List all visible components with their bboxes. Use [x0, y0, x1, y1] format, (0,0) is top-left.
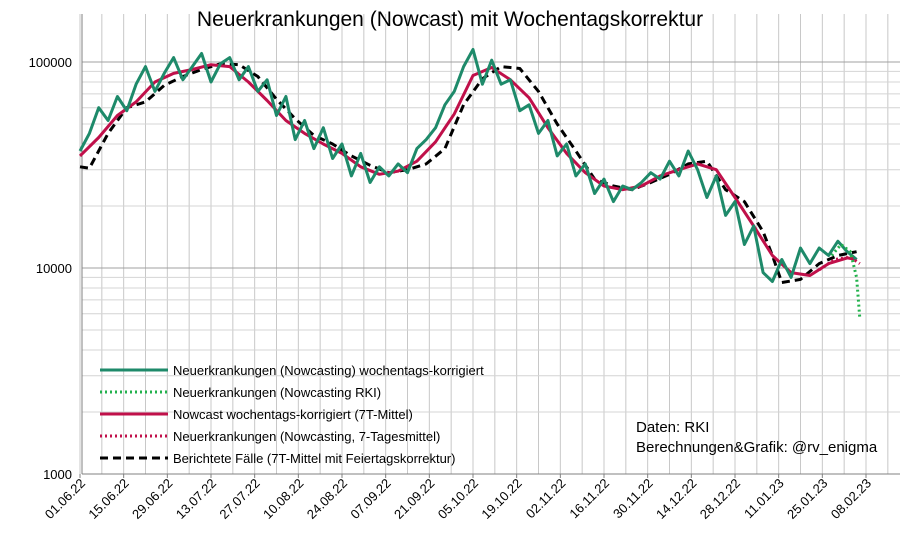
series-line-0	[78, 48, 858, 283]
legend-label: Berichtete Fälle (7T-Mittel mit Feiertag…	[173, 451, 455, 466]
x-tick-label: 29.06.22	[129, 476, 175, 522]
x-tick-label: 01.06.22	[42, 476, 88, 522]
x-tick-label: 16.11.22	[566, 476, 612, 522]
x-tick-label: 28.12.22	[697, 476, 743, 522]
legend-label: Neuerkrankungen (Nowcasting) wochentags-…	[173, 363, 484, 378]
x-tick-label: 24.08.22	[304, 476, 350, 522]
x-tick-label: 13.07.22	[173, 476, 219, 522]
credits-source: Daten: RKI	[636, 419, 710, 436]
x-tick-label: 27.07.22	[216, 476, 262, 522]
x-tick-label: 05.10.22	[435, 476, 481, 522]
x-tick-label: 14.12.22	[653, 476, 699, 522]
credits-author: Berechnungen&Grafik: @rv_enigma	[636, 439, 878, 456]
y-tick-label: 100000	[29, 55, 72, 70]
x-tick-label: 11.01.23	[741, 476, 787, 522]
x-tick-label: 15.06.22	[85, 476, 131, 522]
series-line-4	[79, 62, 857, 284]
x-tick-label: 08.02.23	[828, 476, 874, 522]
y-tick-label: 10000	[36, 261, 72, 276]
series-line-1	[830, 243, 862, 319]
x-tick-label: 25.01.23	[784, 476, 830, 522]
x-tick-label: 02.11.22	[523, 476, 569, 522]
chart-title: Neuerkrankungen (Nowcast) mit Wochentags…	[196, 8, 704, 31]
credits: Daten: RKI Berechnungen&Grafik: @rv_enig…	[636, 418, 877, 458]
x-tick-label: 10.08.22	[260, 476, 306, 522]
x-tick-label: 30.11.22	[610, 476, 656, 522]
series-line-3	[818, 255, 861, 272]
legend: Neuerkrankungen (Nowcasting) wochentags-…	[100, 363, 484, 466]
legend-label: Neuerkrankungen (Nowcasting RKI)	[173, 385, 381, 400]
x-tick-label: 19.10.22	[478, 476, 524, 522]
grid-lines	[79, 14, 900, 475]
series-line-2	[78, 63, 857, 277]
y-tick-label: 1000	[43, 467, 72, 482]
legend-label: Nowcast wochentags-korrigiert (7T-Mittel…	[173, 407, 413, 422]
x-tick-label: 21.09.22	[391, 476, 437, 522]
x-tick-label: 07.09.22	[347, 476, 393, 522]
legend-label: Neuerkrankungen (Nowcasting, 7-Tagesmitt…	[173, 429, 440, 444]
series-layer	[78, 48, 862, 319]
